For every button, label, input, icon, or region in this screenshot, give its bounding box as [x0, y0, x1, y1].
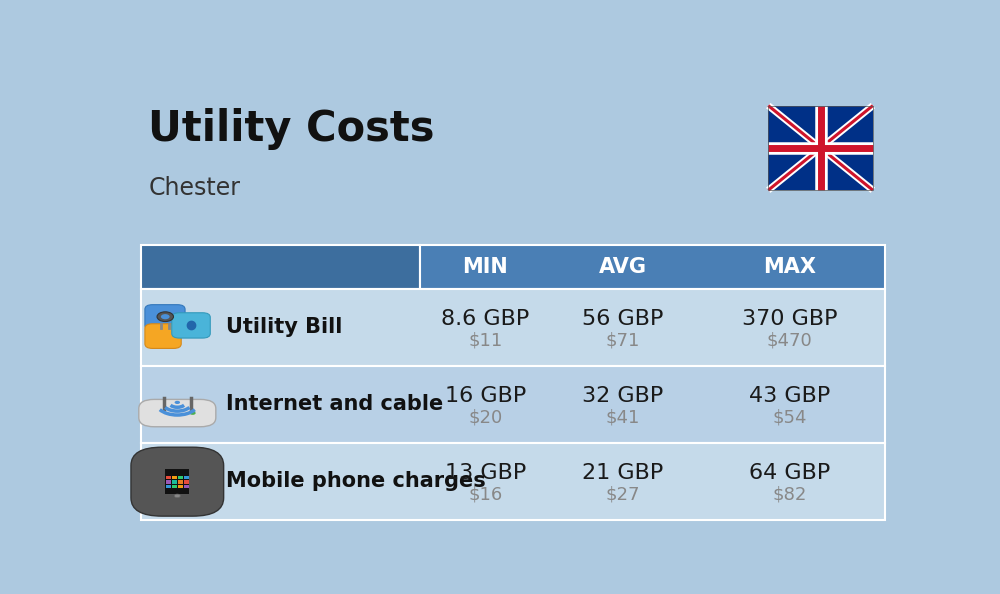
Text: 21 GBP: 21 GBP	[582, 463, 664, 484]
Bar	[166, 485, 171, 488]
Bar	[140, 443, 885, 520]
Bar	[172, 481, 177, 484]
Circle shape	[190, 411, 196, 415]
Text: $11: $11	[468, 332, 503, 350]
Circle shape	[157, 312, 173, 321]
Text: $27: $27	[606, 486, 640, 504]
Bar	[420, 245, 885, 289]
FancyBboxPatch shape	[145, 324, 181, 349]
Bar	[172, 485, 177, 488]
Text: $16: $16	[468, 486, 503, 504]
Text: $82: $82	[772, 486, 807, 504]
Bar	[172, 476, 177, 479]
Bar	[140, 365, 885, 443]
Bar	[165, 469, 189, 494]
Text: MAX: MAX	[763, 257, 816, 277]
Text: $71: $71	[606, 332, 640, 350]
Text: 32 GBP: 32 GBP	[582, 386, 664, 406]
Text: Utility Costs: Utility Costs	[148, 108, 435, 150]
Text: $20: $20	[468, 409, 503, 427]
Bar	[140, 289, 885, 365]
Text: MIN: MIN	[462, 257, 508, 277]
Text: $41: $41	[606, 409, 640, 427]
Text: AVG: AVG	[599, 257, 647, 277]
Text: 64 GBP: 64 GBP	[749, 463, 830, 484]
Text: 43 GBP: 43 GBP	[749, 386, 830, 406]
Bar	[184, 481, 189, 484]
Text: Internet and cable: Internet and cable	[226, 394, 443, 414]
Bar	[166, 481, 171, 484]
Text: $470: $470	[767, 332, 812, 350]
Text: Utility Bill: Utility Bill	[226, 317, 342, 337]
Text: $54: $54	[772, 409, 807, 427]
Text: 13 GBP: 13 GBP	[445, 463, 526, 484]
FancyBboxPatch shape	[145, 305, 185, 330]
Bar	[184, 476, 189, 479]
Text: 16 GBP: 16 GBP	[445, 386, 526, 406]
FancyBboxPatch shape	[172, 313, 210, 338]
Text: 8.6 GBP: 8.6 GBP	[441, 309, 530, 329]
Bar	[768, 106, 873, 190]
Bar	[178, 476, 183, 479]
Bar	[768, 106, 873, 190]
Bar	[166, 476, 171, 479]
Text: Chester: Chester	[148, 176, 240, 201]
Circle shape	[174, 494, 180, 498]
Bar	[184, 485, 189, 488]
Bar	[140, 245, 420, 289]
Text: 56 GBP: 56 GBP	[582, 309, 664, 329]
Circle shape	[161, 314, 170, 319]
Bar	[178, 485, 183, 488]
Text: 370 GBP: 370 GBP	[742, 309, 837, 329]
Circle shape	[175, 401, 180, 404]
FancyBboxPatch shape	[139, 399, 216, 426]
Bar	[178, 481, 183, 484]
Text: Mobile phone charges: Mobile phone charges	[226, 471, 486, 491]
FancyBboxPatch shape	[131, 447, 224, 516]
